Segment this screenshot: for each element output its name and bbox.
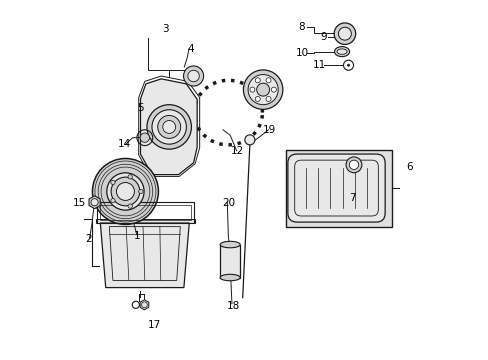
Circle shape: [348, 160, 358, 170]
Bar: [100, 205, 190, 220]
Text: 14: 14: [118, 139, 131, 149]
Circle shape: [271, 87, 276, 92]
Circle shape: [243, 70, 282, 109]
Text: 10: 10: [295, 48, 308, 58]
Ellipse shape: [220, 274, 240, 281]
Circle shape: [249, 87, 254, 92]
Circle shape: [187, 70, 199, 82]
Circle shape: [346, 64, 349, 66]
Ellipse shape: [334, 46, 349, 57]
Circle shape: [333, 23, 355, 44]
Polygon shape: [89, 196, 100, 209]
Circle shape: [256, 83, 269, 96]
Circle shape: [142, 302, 147, 308]
Circle shape: [140, 133, 149, 142]
Circle shape: [338, 27, 351, 40]
Text: 3: 3: [162, 24, 168, 35]
Bar: [97, 202, 193, 223]
Circle shape: [116, 183, 134, 201]
Text: 19: 19: [263, 125, 276, 135]
Text: 4: 4: [187, 44, 194, 54]
Polygon shape: [140, 79, 197, 175]
Text: 17: 17: [148, 320, 161, 330]
Text: 8: 8: [298, 22, 305, 32]
Bar: [220, 244, 240, 278]
Text: 20: 20: [222, 198, 234, 208]
Ellipse shape: [336, 49, 346, 54]
Circle shape: [147, 105, 191, 149]
Text: 6: 6: [406, 162, 412, 172]
Circle shape: [183, 66, 203, 86]
Circle shape: [265, 78, 270, 83]
Circle shape: [158, 116, 180, 138]
Circle shape: [255, 78, 260, 83]
Circle shape: [265, 96, 270, 102]
Circle shape: [163, 121, 175, 134]
Circle shape: [152, 110, 186, 144]
Text: 12: 12: [230, 146, 244, 156]
Text: 9: 9: [320, 32, 326, 41]
Circle shape: [92, 158, 158, 225]
Text: 2: 2: [85, 234, 92, 244]
Circle shape: [255, 96, 260, 102]
Circle shape: [91, 199, 98, 206]
Text: 18: 18: [226, 301, 240, 311]
Text: 11: 11: [312, 60, 326, 70]
Text: 16: 16: [124, 184, 138, 194]
Polygon shape: [100, 223, 189, 288]
Text: 15: 15: [73, 198, 86, 208]
Circle shape: [128, 175, 132, 179]
Text: 1: 1: [133, 231, 140, 240]
Polygon shape: [140, 300, 148, 310]
FancyBboxPatch shape: [287, 154, 385, 222]
Text: 7: 7: [348, 193, 355, 203]
Circle shape: [139, 189, 142, 194]
Bar: [96, 220, 195, 223]
Ellipse shape: [220, 241, 240, 248]
Text: 5: 5: [137, 103, 143, 113]
Circle shape: [247, 75, 278, 105]
Circle shape: [111, 180, 115, 185]
Circle shape: [346, 157, 361, 173]
Circle shape: [106, 173, 144, 210]
Circle shape: [244, 135, 254, 145]
Text: 13: 13: [263, 78, 276, 88]
Circle shape: [128, 204, 132, 208]
Circle shape: [111, 177, 140, 206]
Circle shape: [111, 198, 115, 203]
Bar: [285, 149, 391, 226]
